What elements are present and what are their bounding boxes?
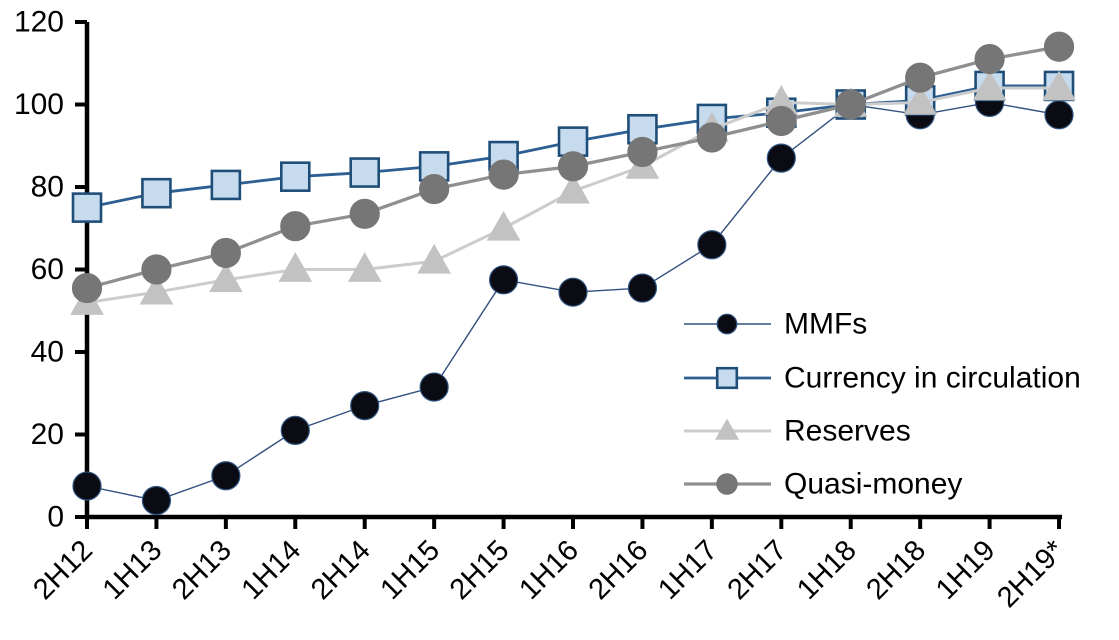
data-point-mmfs (488, 265, 519, 295)
data-point-currency-in-circulation (349, 157, 381, 188)
data-point-reserves (903, 85, 938, 115)
y-tick-label: 120 (14, 6, 64, 39)
data-point-reserves (486, 210, 521, 241)
legend-marker-mmfs-icon (716, 313, 738, 335)
data-point-reserves (1042, 70, 1076, 101)
legend-label-currency-in-circulation: Currency in circulation (784, 362, 1081, 395)
data-point-reserves (556, 173, 590, 204)
data-point-quasi-money (627, 136, 658, 168)
data-point-mmfs (350, 391, 380, 421)
data-point-quasi-money (905, 62, 936, 93)
data-point-quasi-money (210, 237, 241, 269)
data-point-mmfs (627, 273, 658, 303)
legend-label-quasi-money: Quasi-money (784, 468, 962, 501)
data-point-currency-in-circulation (210, 169, 242, 201)
data-point-quasi-money (141, 254, 172, 285)
data-point-mmfs (211, 461, 241, 491)
legend-marker-quasi-money-icon (716, 473, 738, 495)
legend-label-reserves: Reserves (784, 415, 911, 448)
data-point-mmfs (1044, 100, 1074, 130)
y-tick-label: 80 (31, 171, 64, 204)
y-tick-label: 100 (14, 88, 64, 121)
y-tick-label: 60 (31, 253, 64, 286)
y-tick-label: 20 (31, 418, 64, 451)
data-point-mmfs (766, 143, 796, 173)
data-point-quasi-money (1043, 31, 1075, 62)
data-point-reserves (972, 70, 1007, 101)
data-point-quasi-money (71, 272, 103, 304)
data-point-mmfs (558, 277, 588, 307)
data-point-quasi-money (280, 211, 311, 242)
data-point-mmfs (72, 471, 102, 501)
data-point-currency-in-circulation (279, 161, 311, 192)
data-point-currency-in-circulation (141, 177, 172, 209)
data-point-quasi-money (419, 173, 450, 205)
data-point-reserves (139, 274, 174, 305)
data-point-currency-in-circulation (557, 126, 589, 157)
data-point-quasi-money (766, 105, 797, 137)
data-point-reserves (417, 243, 452, 274)
data-point-reserves (347, 252, 382, 282)
y-tick-label: 40 (31, 336, 64, 369)
data-point-quasi-money (557, 151, 589, 182)
data-point-quasi-money (974, 44, 1005, 75)
data-point-quasi-money (696, 122, 727, 153)
data-point-reserves (278, 252, 313, 282)
legend-marker-reserves-icon (714, 418, 740, 440)
data-point-currency-in-circulation (71, 192, 103, 223)
data-point-quasi-money (349, 198, 380, 229)
data-point-mmfs (419, 372, 449, 402)
data-point-quasi-money (488, 159, 519, 190)
data-point-mmfs (697, 230, 727, 260)
legend-marker-currency-in-circulation-icon (715, 366, 739, 390)
data-point-mmfs (280, 415, 310, 445)
data-point-quasi-money (835, 89, 866, 120)
data-point-reserves (209, 262, 243, 293)
legend-label-mmfs: MMFs (784, 308, 867, 341)
y-tick-label: 0 (47, 501, 64, 534)
data-point-mmfs (141, 485, 172, 516)
